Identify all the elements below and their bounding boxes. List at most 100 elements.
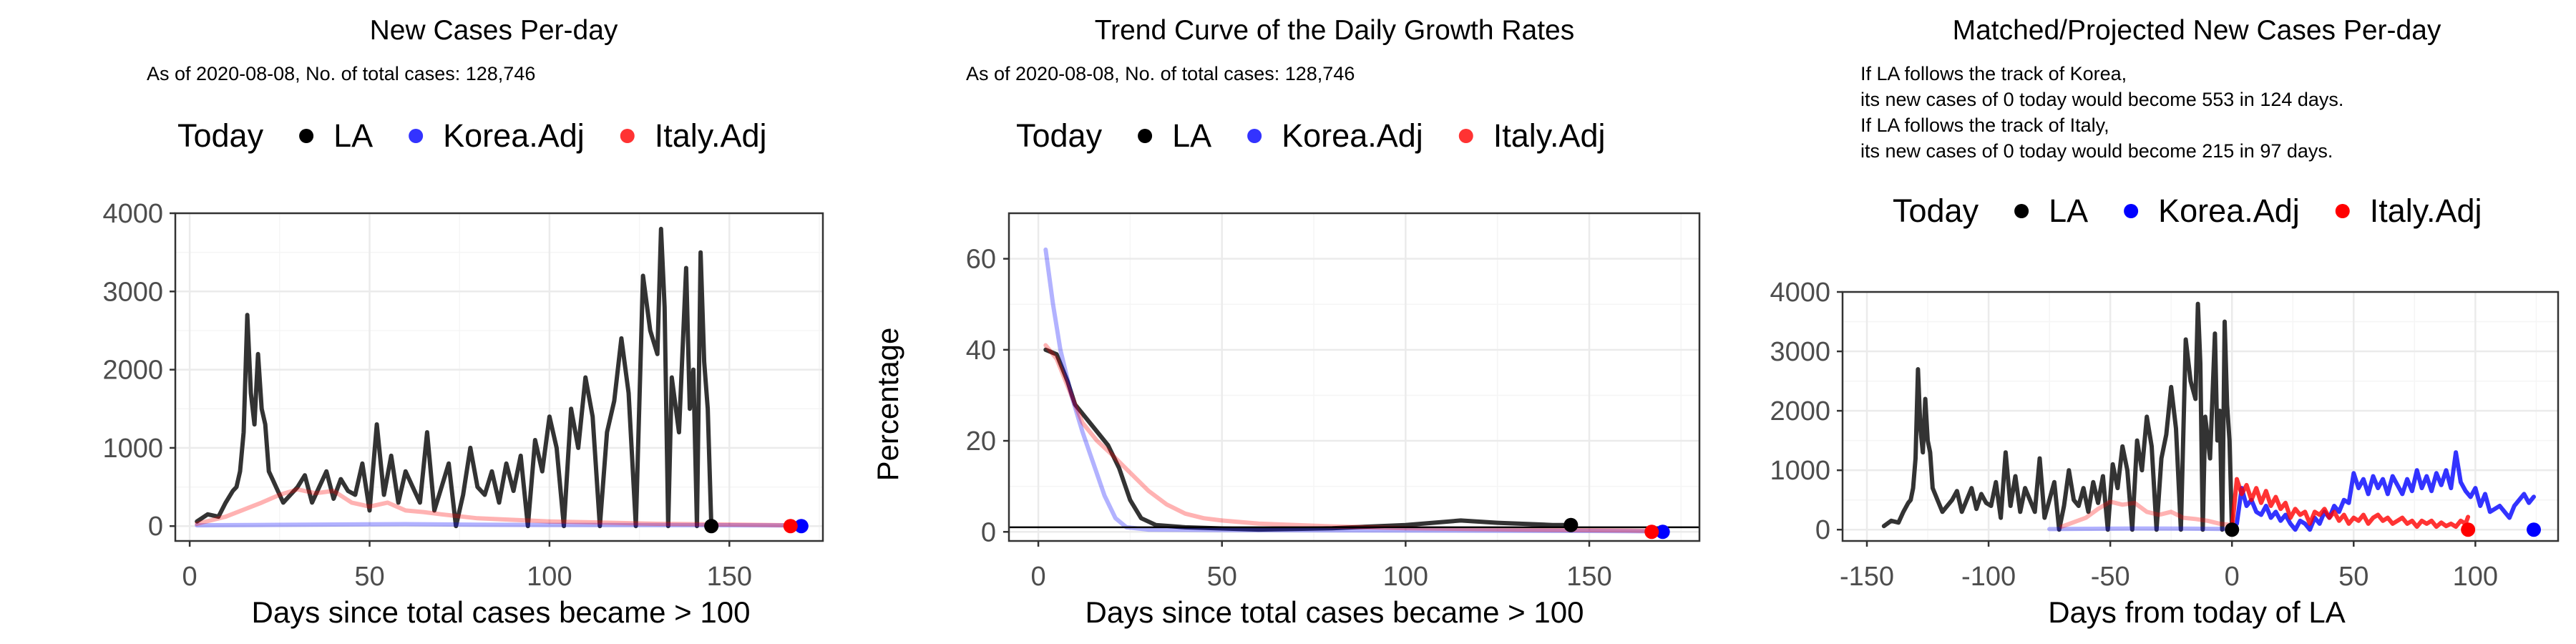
legend-label: Korea.Adj — [443, 117, 585, 154]
y-tick-label: 40 — [966, 336, 996, 366]
legend: Today LA Korea.Adj Italy.Adj — [1893, 192, 2482, 229]
legend-key-la — [1138, 129, 1153, 143]
chart-panel-new-cases: New Cases Per-day As of 2020-08-08, No. … — [102, 15, 824, 629]
y-tick-label: 4000 — [1770, 278, 1830, 308]
today-point-korea-adj — [1655, 525, 1670, 540]
x-tick-label: 0 — [1030, 562, 1045, 592]
x-tick-label: 50 — [354, 562, 384, 592]
series-line-la — [1043, 347, 1574, 532]
x-tick-label: 100 — [1383, 562, 1428, 592]
legend: Today LA Korea.Adj Italy.Adj — [1016, 117, 1606, 154]
y-axis-title: Percentage — [871, 328, 904, 482]
series-line-italy-adj — [195, 487, 793, 528]
y-tick-label: 0 — [981, 517, 996, 547]
legend-key-la — [2014, 204, 2029, 218]
today-point-la — [1563, 517, 1579, 532]
plot-border — [1841, 291, 2560, 542]
chart-panel-projected: Matched/Projected New Cases Per-day If L… — [1770, 15, 2560, 629]
legend-item-korea-adj: Korea.Adj — [409, 117, 585, 154]
series-lines — [195, 226, 804, 529]
series-line-italy-adj — [2230, 477, 2471, 532]
legend-item-la: LA — [1138, 117, 1211, 154]
legend-key-italy-adj — [2335, 204, 2350, 218]
legend-label: Italy.Adj — [1493, 117, 1606, 154]
chart-subtitle-line-3: If LA follows the track of Italy, — [1860, 114, 2109, 136]
x-axis-title: Days since total cases became > 100 — [252, 595, 751, 629]
x-tick-label: 150 — [707, 562, 752, 592]
y-tick-label: 3000 — [102, 277, 163, 307]
y-tick-label: 0 — [148, 512, 163, 542]
today-point-italy-adj — [2461, 522, 2476, 537]
plot-border — [174, 212, 824, 542]
today-point-italy-adj — [783, 519, 798, 534]
chart-title: Matched/Projected New Cases Per-day — [1953, 15, 2441, 46]
legend-key-italy-adj — [1458, 129, 1473, 143]
plot-area: 0 20 40 60 0 50 100 150 — [966, 212, 1701, 592]
legend-item-la: LA — [2014, 192, 2088, 229]
today-point-la — [2225, 522, 2240, 537]
x-tick-label: -150 — [1840, 562, 1894, 592]
y-tick-label: 0 — [1815, 515, 1830, 545]
y-tick-label: 2000 — [1770, 396, 1830, 426]
series-line-italy-adj-past — [2059, 499, 2235, 530]
legend-label: LA — [2049, 192, 2088, 229]
legend-label: Italy.Adj — [655, 117, 767, 154]
today-point-la — [704, 519, 719, 534]
x-tick-label: -100 — [1961, 562, 2016, 592]
x-tick-label: 50 — [1207, 562, 1237, 592]
y-tick-label: 4000 — [102, 199, 163, 229]
series-line-italy-adj — [1043, 343, 1654, 533]
legend-item-today: Today — [177, 117, 264, 154]
chart-title: New Cases Per-day — [370, 15, 618, 46]
series-line-la — [1881, 301, 2235, 532]
legend: Today LA Korea.Adj Italy.Adj — [177, 117, 767, 154]
legend-item-korea-adj: Korea.Adj — [1247, 117, 1423, 154]
legend-key-korea-adj — [409, 129, 424, 143]
x-tick-label: 150 — [1566, 562, 1611, 592]
legend-item-korea-adj: Korea.Adj — [2124, 192, 2300, 229]
plot-border — [1008, 212, 1701, 542]
x-tick-label: -50 — [2091, 562, 2130, 592]
legend-key-korea-adj — [2124, 204, 2139, 218]
series-lines — [1881, 301, 2536, 532]
legend-label: Korea.Adj — [2158, 192, 2300, 229]
chart-subtitle-line-4: its new cases of 0 today would become 21… — [1860, 140, 2333, 162]
y-tick-label: 3000 — [1770, 337, 1830, 367]
today-point-italy-adj — [1644, 525, 1659, 540]
x-axis-title: Days since total cases became > 100 — [1085, 595, 1584, 629]
chart-subtitle-line-2: its new cases of 0 today would become 55… — [1860, 89, 2343, 110]
legend-label: Today — [177, 117, 264, 154]
series-line-korea-adj — [195, 522, 804, 528]
legend-key-la — [299, 129, 314, 143]
today-point-korea-adj — [794, 519, 809, 534]
legend-label: Italy.Adj — [2370, 192, 2482, 229]
chart-title: Trend Curve of the Daily Growth Rates — [1095, 15, 1574, 46]
legend-item-italy-adj: Italy.Adj — [1458, 117, 1606, 154]
series-line-la — [195, 226, 714, 529]
legend-item-today: Today — [1893, 192, 1979, 229]
y-tick-label: 1000 — [1770, 456, 1830, 486]
legend-label: LA — [333, 117, 373, 154]
legend-label: Today — [1893, 192, 1979, 229]
legend-item-today: Today — [1016, 117, 1103, 154]
x-tick-label: 0 — [2225, 562, 2240, 592]
plot-background — [175, 213, 823, 541]
x-tick-label: 100 — [2453, 562, 2498, 592]
x-axis-title: Days from today of LA — [2048, 595, 2346, 629]
y-tick-label: 60 — [966, 245, 996, 275]
y-tick-label: 20 — [966, 426, 996, 457]
legend-item-italy-adj: Italy.Adj — [2335, 192, 2482, 229]
plot-area: 0 1000 2000 3000 4000 -150 -100 -50 0 50 100 — [1770, 278, 2560, 592]
series-lines — [1043, 247, 1665, 534]
legend-item-italy-adj: Italy.Adj — [620, 117, 767, 154]
legend-item-la: LA — [299, 117, 373, 154]
legend-key-italy-adj — [620, 129, 635, 143]
series-line-korea-adj-past — [2047, 526, 2235, 532]
legend-label: Today — [1016, 117, 1103, 154]
y-tick-label: 2000 — [102, 356, 163, 386]
series-line-korea-adj — [2230, 450, 2536, 532]
plot-area: 0 1000 2000 3000 4000 0 50 100 150 — [102, 199, 824, 592]
legend-label: LA — [1172, 117, 1211, 154]
legend-label: Korea.Adj — [1282, 117, 1423, 154]
